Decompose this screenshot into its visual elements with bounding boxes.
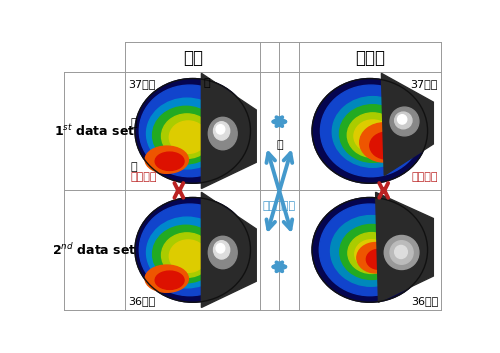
Text: 似ている: 似ている (130, 172, 157, 182)
Ellipse shape (366, 249, 390, 269)
Text: 前: 前 (276, 140, 282, 150)
Polygon shape (376, 192, 434, 302)
Ellipse shape (155, 152, 184, 170)
Ellipse shape (394, 245, 407, 258)
Ellipse shape (312, 79, 428, 183)
Ellipse shape (312, 198, 428, 302)
Text: 患者: 患者 (182, 49, 203, 67)
Ellipse shape (140, 204, 240, 296)
Ellipse shape (355, 240, 388, 269)
Ellipse shape (208, 236, 237, 269)
Polygon shape (202, 73, 256, 189)
Ellipse shape (320, 85, 422, 177)
Ellipse shape (146, 98, 228, 169)
Ellipse shape (155, 271, 184, 289)
Text: 36名分: 36名分 (128, 296, 156, 306)
Text: 後: 後 (130, 118, 138, 128)
Ellipse shape (170, 240, 207, 273)
Ellipse shape (145, 265, 188, 292)
Ellipse shape (394, 112, 412, 129)
Ellipse shape (370, 132, 404, 159)
Text: 右: 右 (130, 162, 138, 172)
Ellipse shape (360, 123, 409, 162)
Ellipse shape (216, 244, 225, 253)
Ellipse shape (208, 117, 237, 150)
Text: 左: 左 (204, 78, 210, 88)
Ellipse shape (135, 198, 250, 302)
Ellipse shape (214, 122, 230, 140)
Ellipse shape (384, 235, 419, 269)
Ellipse shape (162, 114, 212, 158)
Ellipse shape (357, 243, 395, 273)
Ellipse shape (348, 233, 395, 274)
Ellipse shape (140, 85, 240, 177)
Ellipse shape (170, 121, 207, 154)
Ellipse shape (330, 216, 411, 286)
Text: 似ている: 似ている (412, 172, 438, 182)
Ellipse shape (152, 106, 219, 164)
Ellipse shape (162, 233, 212, 277)
Ellipse shape (348, 113, 398, 157)
Text: 似ていない: 似ていない (263, 201, 296, 211)
Ellipse shape (390, 107, 419, 136)
Ellipse shape (332, 97, 413, 167)
Text: 37名分: 37名分 (128, 79, 156, 89)
Ellipse shape (354, 120, 392, 152)
Ellipse shape (152, 225, 219, 283)
Polygon shape (202, 192, 256, 307)
Ellipse shape (340, 105, 406, 162)
Ellipse shape (320, 204, 420, 296)
Ellipse shape (340, 225, 404, 280)
Ellipse shape (390, 241, 413, 264)
Text: 1$^{st}$ data set: 1$^{st}$ data set (54, 123, 135, 139)
Ellipse shape (214, 241, 230, 259)
Ellipse shape (135, 79, 250, 183)
Ellipse shape (145, 146, 188, 173)
Ellipse shape (216, 125, 225, 134)
Text: 健常者: 健常者 (355, 49, 385, 67)
Text: 36名分: 36名分 (410, 296, 438, 306)
Polygon shape (382, 73, 434, 175)
Text: 37名分: 37名分 (410, 79, 438, 89)
Ellipse shape (398, 115, 407, 124)
Ellipse shape (146, 217, 228, 288)
Text: 2$^{nd}$ data set: 2$^{nd}$ data set (52, 242, 136, 258)
